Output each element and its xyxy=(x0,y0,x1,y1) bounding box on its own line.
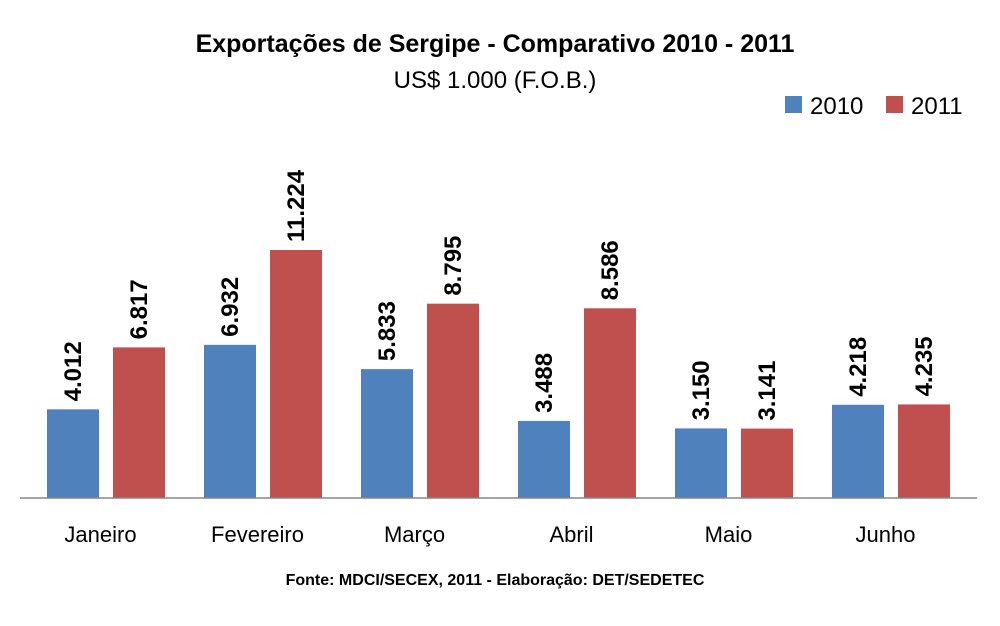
bar-2011-maio xyxy=(741,428,793,498)
legend-label-2010: 2010 xyxy=(810,93,863,120)
bar-2011-abril xyxy=(584,308,636,498)
category-label: Maio xyxy=(705,522,753,547)
bars xyxy=(47,250,950,498)
value-label-2011-janeiro: 6.817 xyxy=(126,279,153,339)
value-label-2010-março: 5.833 xyxy=(374,301,401,361)
bar-2010-maio xyxy=(675,428,727,498)
bar-2010-junho xyxy=(832,404,884,498)
value-label-2011-março: 8.795 xyxy=(440,236,467,296)
value-label-2010-janeiro: 4.012 xyxy=(60,341,87,401)
value-label-2010-abril: 3.488 xyxy=(531,353,558,413)
chart-subtitle: US$ 1.000 (F.O.B.) xyxy=(394,67,597,94)
legend-swatch-2011 xyxy=(886,96,903,113)
value-label-2011-junho: 4.235 xyxy=(911,336,938,396)
bar-2010-fevereiro xyxy=(204,344,256,498)
value-label-2011-abril: 8.586 xyxy=(597,240,624,300)
value-label-2010-junho: 4.218 xyxy=(845,337,872,397)
category-label: Junho xyxy=(856,522,916,547)
bar-2011-junho xyxy=(898,404,950,498)
category-label: Janeiro xyxy=(64,522,136,547)
legend: 2010 2011 xyxy=(785,93,963,120)
value-label-2011-maio: 3.141 xyxy=(754,361,781,421)
value-label-2011-fevereiro: 11.224 xyxy=(283,169,310,242)
value-label-2010-fevereiro: 6.932 xyxy=(217,277,244,337)
bar-2011-fevereiro xyxy=(270,250,322,498)
category-label: Abril xyxy=(549,522,593,547)
bar-2010-março xyxy=(361,369,413,498)
legend-swatch-2010 xyxy=(785,96,802,113)
bar-2010-janeiro xyxy=(47,409,99,498)
legend-label-2011: 2011 xyxy=(911,93,963,120)
bar-2011-março xyxy=(427,303,479,498)
bar-2011-janeiro xyxy=(113,347,165,498)
value-label-2010-maio: 3.150 xyxy=(688,360,715,420)
chart-title: Exportações de Sergipe - Comparativo 201… xyxy=(196,30,795,58)
value-labels: 4.012 6.817 6.932 11.224 5.833 8.795 3.488 8.58… xyxy=(60,169,938,420)
bar-2010-abril xyxy=(518,420,570,498)
chart-source: Fonte: MDCI/SECEX, 2011 - Elaboração: DE… xyxy=(286,572,705,589)
category-label: Fevereiro xyxy=(211,522,304,547)
category-label: Março xyxy=(384,522,445,547)
category-labels: Janeiro Fevereiro Março Abril Maio Junho xyxy=(64,522,915,547)
